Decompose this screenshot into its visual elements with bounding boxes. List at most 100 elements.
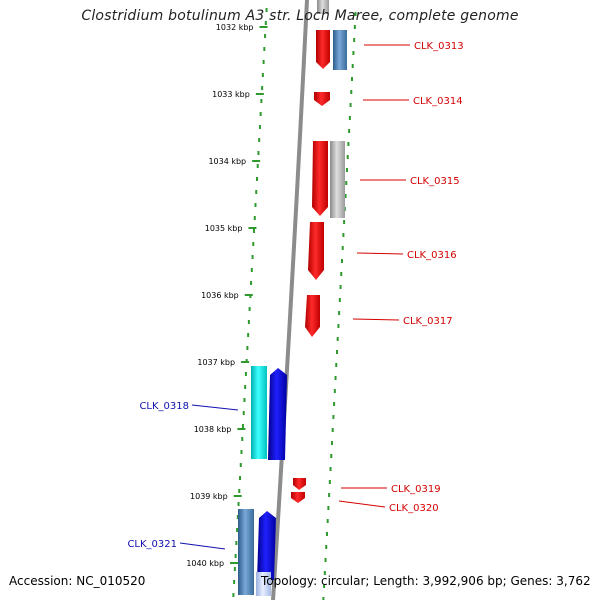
gene-feature-clk-0313[interactable] <box>316 30 330 69</box>
track-dot <box>340 272 343 276</box>
track-dot <box>255 190 258 194</box>
gene-feature-steel-top[interactable] <box>333 30 347 70</box>
track-dot <box>254 203 257 207</box>
track-dot <box>325 532 328 536</box>
forward-strand-ticks <box>232 8 268 597</box>
track-dot <box>323 571 326 575</box>
track-dot <box>243 398 246 402</box>
track-dot <box>253 216 256 220</box>
track-dot <box>262 60 265 64</box>
track-dot <box>253 229 256 233</box>
track-dot <box>331 428 334 432</box>
gene-feature-clk-0321[interactable] <box>238 509 254 595</box>
track-dot <box>338 311 341 315</box>
gene-labels: CLK_0313 CLK_0314 CLK_0315 CLK_0316 CLK_0317… <box>127 41 463 550</box>
track-dot <box>346 155 349 159</box>
track-dot <box>244 385 247 389</box>
track-dot <box>233 567 236 571</box>
reverse-strand-ticks <box>322 12 357 600</box>
scale-label: 1035 kbp <box>205 224 243 233</box>
track-dot <box>261 86 264 90</box>
track-dot <box>345 181 348 185</box>
scale-label: 1038 kbp <box>194 425 232 434</box>
track-dot <box>242 411 245 415</box>
track-dot <box>247 333 250 337</box>
gene-label-clk-0321[interactable]: CLK_0321 <box>127 539 177 550</box>
gene-feature-clk-0318[interactable] <box>251 366 267 459</box>
track-dot <box>238 489 241 493</box>
track-dot <box>345 168 348 172</box>
track-dot <box>353 25 356 29</box>
gene-feature-clk-0315[interactable] <box>312 141 328 216</box>
track-dot <box>251 255 254 259</box>
track-dot <box>241 437 244 441</box>
track-dot <box>334 376 337 380</box>
track-dot <box>323 584 326 588</box>
track-dot <box>344 194 347 198</box>
track-dot <box>248 307 251 311</box>
gene-feature-clk-0319[interactable] <box>293 478 306 490</box>
track-dot <box>343 220 346 224</box>
track-dot <box>350 77 353 81</box>
track-dot <box>327 506 330 510</box>
track-dot <box>263 47 266 51</box>
genome-title: Clostridium botulinum A3 str. Loch Maree… <box>81 8 519 24</box>
track-dot <box>333 389 336 393</box>
gene-features <box>238 0 347 596</box>
track-dot <box>265 8 268 12</box>
track-dot <box>256 164 259 168</box>
track-dot <box>258 125 261 129</box>
track-dot <box>264 21 267 25</box>
track-dot <box>348 116 351 120</box>
track-dot <box>349 103 352 107</box>
track-dot <box>335 363 338 367</box>
gene-feature-blue-forward[interactable] <box>268 368 287 460</box>
gene-feature-clk-0316[interactable] <box>308 222 324 280</box>
gene-label-clk-0317[interactable]: CLK_0317 <box>403 316 453 327</box>
scale-label: 1039 kbp <box>190 492 228 501</box>
track-dot <box>232 593 235 597</box>
gene-label-clk-0313[interactable]: CLK_0313 <box>414 41 464 52</box>
track-dot <box>336 337 339 341</box>
gene-label-clk-0318[interactable]: CLK_0318 <box>139 401 189 412</box>
scale-label: 1037 kbp <box>197 358 235 367</box>
track-dot <box>342 233 345 237</box>
track-dot <box>324 558 327 562</box>
scale-label: 1032 kbp <box>216 23 254 32</box>
track-dot <box>252 242 255 246</box>
track-dot <box>322 597 325 600</box>
gene-feature-clk-0320[interactable] <box>291 492 305 503</box>
track-dot <box>351 64 354 68</box>
track-dot <box>350 90 353 94</box>
track-dot <box>260 99 263 103</box>
gene-label-clk-0319[interactable]: CLK_0319 <box>391 484 441 495</box>
gene-label-clk-0316[interactable]: CLK_0316 <box>407 250 457 261</box>
track-dot <box>329 467 332 471</box>
track-dot <box>239 476 242 480</box>
gene-feature-gray[interactable] <box>330 141 345 218</box>
track-dot <box>246 346 249 350</box>
track-dot <box>258 138 261 142</box>
track-dot <box>332 415 335 419</box>
gene-feature-blue-forward-2[interactable] <box>257 511 276 580</box>
track-dot <box>339 285 342 289</box>
gene-leader-line <box>179 542 226 550</box>
gene-leader-line <box>338 500 386 508</box>
gene-label-clk-0315[interactable]: CLK_0315 <box>410 176 460 187</box>
track-dot <box>352 51 355 55</box>
gene-feature-light[interactable] <box>256 572 271 596</box>
track-dot <box>236 528 239 532</box>
gene-feature-clk-0317[interactable] <box>305 295 320 337</box>
genome-summary-text: Topology: circular; Length: 3,992,906 bp… <box>261 574 591 588</box>
track-dot <box>237 502 240 506</box>
track-dot <box>259 112 262 116</box>
track-dot <box>340 259 343 263</box>
gene-label-clk-0320[interactable]: CLK_0320 <box>389 503 439 514</box>
track-dot <box>250 281 253 285</box>
track-dot <box>330 454 333 458</box>
gene-label-clk-0314[interactable]: CLK_0314 <box>413 96 463 107</box>
track-dot <box>247 320 250 324</box>
track-dot <box>353 38 356 42</box>
gene-feature-clk-0314[interactable] <box>314 92 330 106</box>
